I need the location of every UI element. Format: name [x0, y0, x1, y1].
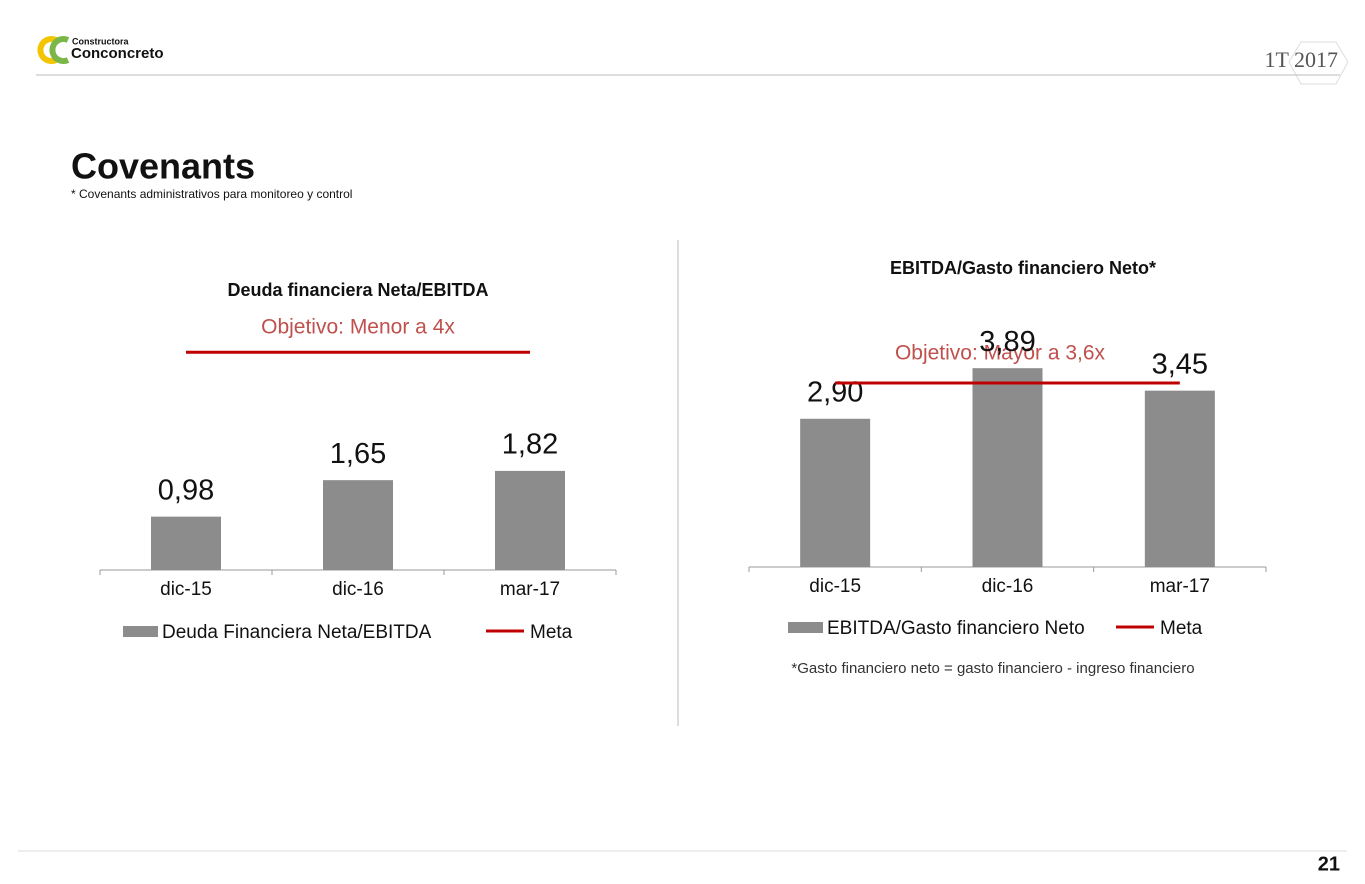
chart-subtitle: Objetivo: Menor a 4x [261, 316, 455, 339]
legend-label: Meta [530, 622, 573, 643]
period-badge [1288, 41, 1349, 85]
x-tick-label: dic-15 [809, 576, 861, 597]
bar [495, 470, 565, 570]
legend-marker [123, 626, 158, 637]
bar [1144, 390, 1215, 567]
x-tick-label: mar-17 [500, 579, 560, 600]
legend-label: Meta [1160, 618, 1203, 639]
page-title: Covenants [71, 146, 255, 187]
page-subtitle: * Covenants administrativos para monitor… [71, 187, 352, 201]
chart-note: *Gasto financiero neto = gasto financier… [791, 660, 1194, 677]
bar [972, 368, 1043, 567]
x-tick-label: mar-17 [1150, 576, 1210, 597]
page-number: 21 [1318, 853, 1340, 875]
legend-marker [788, 622, 823, 633]
x-tick-label: dic-15 [160, 579, 212, 600]
bar [323, 480, 393, 570]
chart-title: Deuda financiera Neta/EBITDA [227, 280, 488, 300]
value-label: 1,65 [330, 438, 386, 470]
chart-subtitle: Objetivo: Mayor a 3,6x [895, 342, 1106, 365]
value-label: 0,98 [158, 474, 214, 506]
x-tick-label: dic-16 [982, 576, 1034, 597]
value-label: 1,82 [502, 429, 558, 461]
chart-title: EBITDA/Gasto financiero Neto* [890, 258, 1156, 278]
x-tick-label: dic-16 [332, 579, 384, 600]
logo [37, 36, 70, 64]
bar [800, 418, 871, 567]
brand: Conconcreto [71, 45, 164, 62]
legend-label: Deuda Financiera Neta/EBITDA [162, 622, 432, 643]
legend-label: EBITDA/Gasto financiero Neto [827, 618, 1085, 639]
bar [151, 516, 221, 570]
brand-small: Constructora [72, 36, 129, 46]
value-label: 3,45 [1152, 348, 1208, 380]
logo-mark [37, 36, 58, 64]
value-label: 3,89 [979, 326, 1035, 358]
logo-mark [49, 36, 70, 64]
value-label: 2,90 [807, 376, 863, 408]
period: 1T 2017 [1264, 47, 1338, 72]
